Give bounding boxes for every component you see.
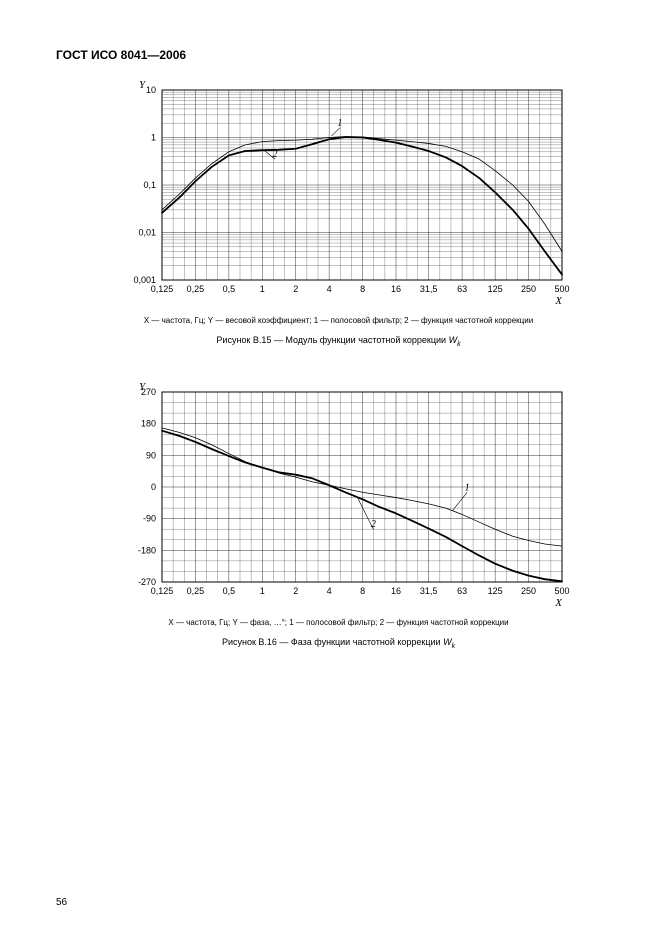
svg-text:250: 250 (521, 586, 536, 596)
svg-text:31,5: 31,5 (419, 284, 437, 294)
svg-text:90: 90 (145, 450, 155, 460)
svg-text:1: 1 (259, 284, 264, 294)
svg-text:1: 1 (464, 482, 469, 493)
svg-text:16: 16 (390, 284, 400, 294)
svg-text:2: 2 (370, 519, 375, 530)
svg-text:0: 0 (150, 482, 155, 492)
svg-text:63: 63 (457, 586, 467, 596)
svg-text:250: 250 (521, 284, 536, 294)
svg-text:10: 10 (145, 85, 155, 95)
svg-text:31,5: 31,5 (419, 586, 437, 596)
caption-b16: Рисунок В.16 — Фаза функции частотной ко… (56, 637, 621, 650)
svg-text:0,5: 0,5 (222, 284, 235, 294)
page-number: 56 (56, 897, 67, 908)
svg-text:0,125: 0,125 (150, 586, 173, 596)
svg-text:0,001: 0,001 (133, 275, 156, 285)
svg-text:4: 4 (326, 284, 331, 294)
svg-text:8: 8 (360, 586, 365, 596)
chart-b15: 0,125 0,25 0,5 1 2 4 8 16 31,5 63 125 250 500 0,001 0,… (104, 76, 574, 306)
svg-text:0,25: 0,25 (186, 284, 204, 294)
svg-text:2: 2 (293, 586, 298, 596)
caption-b15: Рисунок В.15 — Модуль функции частотной … (56, 335, 621, 348)
svg-text:180: 180 (140, 418, 155, 428)
svg-text:500: 500 (554, 284, 569, 294)
chart-b16: 0,125 0,25 0,5 1 2 4 8 16 31,5 63 125 250 500 -270 -18… (104, 378, 574, 608)
svg-text:1: 1 (150, 133, 155, 143)
svg-text:0,25: 0,25 (186, 586, 204, 596)
legend-b16: X — частота, Гц; Y — фаза, …°; 1 — полос… (56, 618, 621, 627)
svg-text:-270: -270 (137, 577, 155, 587)
svg-text:2: 2 (272, 149, 277, 160)
svg-text:1: 1 (259, 586, 264, 596)
legend-b15: X — частота, Гц; Y — весовой коэффициент… (56, 316, 621, 325)
svg-text:500: 500 (554, 586, 569, 596)
svg-text:0,125: 0,125 (150, 284, 173, 294)
svg-text:125: 125 (487, 586, 502, 596)
svg-text:0,1: 0,1 (143, 180, 156, 190)
svg-text:0,01: 0,01 (138, 228, 156, 238)
document-header: ГОСТ ИСО 8041—2006 (56, 48, 621, 62)
svg-text:-90: -90 (142, 513, 155, 523)
svg-text:8: 8 (360, 284, 365, 294)
svg-text:63: 63 (457, 284, 467, 294)
svg-text:125: 125 (487, 284, 502, 294)
svg-text:1: 1 (337, 118, 342, 129)
svg-text:2: 2 (293, 284, 298, 294)
figure-b16: 0,125 0,25 0,5 1 2 4 8 16 31,5 63 125 250 500 -270 -18… (56, 378, 621, 650)
svg-text:0,5: 0,5 (222, 586, 235, 596)
svg-text:16: 16 (390, 586, 400, 596)
svg-text:X: X (554, 597, 563, 608)
svg-text:4: 4 (326, 586, 331, 596)
svg-text:X: X (554, 295, 563, 306)
svg-text:-180: -180 (137, 545, 155, 555)
figure-b15: 0,125 0,25 0,5 1 2 4 8 16 31,5 63 125 250 500 0,001 0,… (56, 76, 621, 348)
